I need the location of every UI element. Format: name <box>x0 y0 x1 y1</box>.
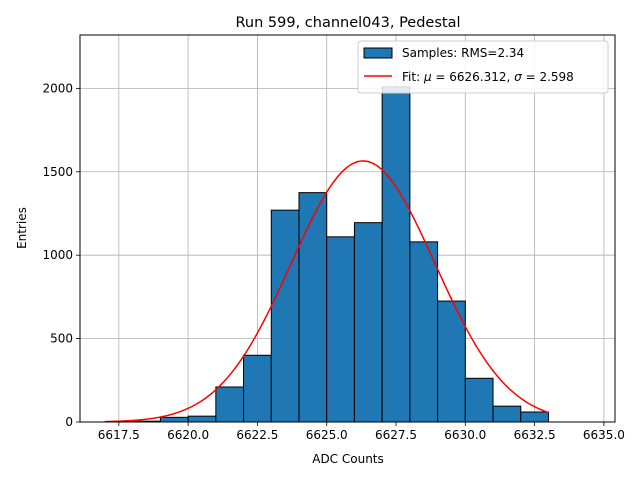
histogram-bar <box>326 236 355 423</box>
x-axis-ticks: 6617.5 6620.0 6622.5 6625.0 6627.5 6630.0 6632… <box>98 422 625 442</box>
histogram-bar <box>464 377 494 423</box>
histogram-bar <box>437 300 466 423</box>
y-axis-label: Entries <box>15 207 29 249</box>
x-tick-label: 6632.5 <box>514 428 556 442</box>
histogram-bar <box>409 241 439 423</box>
x-tick-label: 6620.0 <box>167 428 209 442</box>
histogram-bar <box>520 411 549 423</box>
x-tick-label: 6635.0 <box>583 428 625 442</box>
histogram-bar <box>215 386 245 423</box>
x-tick-label: 6625.0 <box>306 428 348 442</box>
histogram-bar <box>270 209 300 423</box>
x-axis-label: ADC Counts <box>312 452 384 466</box>
legend-box <box>357 40 609 94</box>
legend-swatch-samples <box>363 47 393 59</box>
y-tick-label: 1500 <box>42 165 73 179</box>
histogram-bar <box>381 86 411 423</box>
histogram-bar <box>492 405 522 423</box>
y-tick-label: 500 <box>50 332 73 346</box>
y-tick-label: 2000 <box>42 81 73 95</box>
legend-label-fit: Fit: μ = 6626.312, σ = 2.598 <box>402 70 574 84</box>
y-axis-ticks: 0 500 1000 1500 2000 <box>42 81 80 429</box>
histogram-bar <box>243 354 272 423</box>
legend-fit-sigma-symbol: σ <box>514 70 522 84</box>
histogram-bar <box>159 416 189 423</box>
histogram-bars <box>104 86 549 423</box>
histogram-bar <box>353 222 383 423</box>
legend-fit-sigma-value: = 2.598 <box>522 70 574 84</box>
legend-fit-prefix: Fit: <box>402 70 424 84</box>
fit-curve <box>104 160 549 423</box>
plot-frame <box>79 34 616 423</box>
histogram-bar <box>298 192 328 423</box>
legend-label-samples: Samples: RMS=2.34 <box>402 46 524 60</box>
histogram-bar <box>187 415 217 423</box>
x-tick-label: 6627.5 <box>375 428 417 442</box>
chart-title: Run 599, channel043, Pedestal <box>235 15 460 31</box>
y-tick-label: 0 <box>65 415 73 429</box>
y-tick-label: 1000 <box>42 248 73 262</box>
legend: Samples: RMS=2.34 Fit: μ = 6626.312, σ =… <box>357 40 609 94</box>
x-tick-label: 6622.5 <box>236 428 278 442</box>
x-tick-label: 6630.0 <box>444 428 486 442</box>
legend-fit-mu-symbol: μ <box>423 70 432 84</box>
legend-fit-mu-value: = 6626.312, <box>432 70 515 84</box>
x-tick-label: 6617.5 <box>98 428 140 442</box>
